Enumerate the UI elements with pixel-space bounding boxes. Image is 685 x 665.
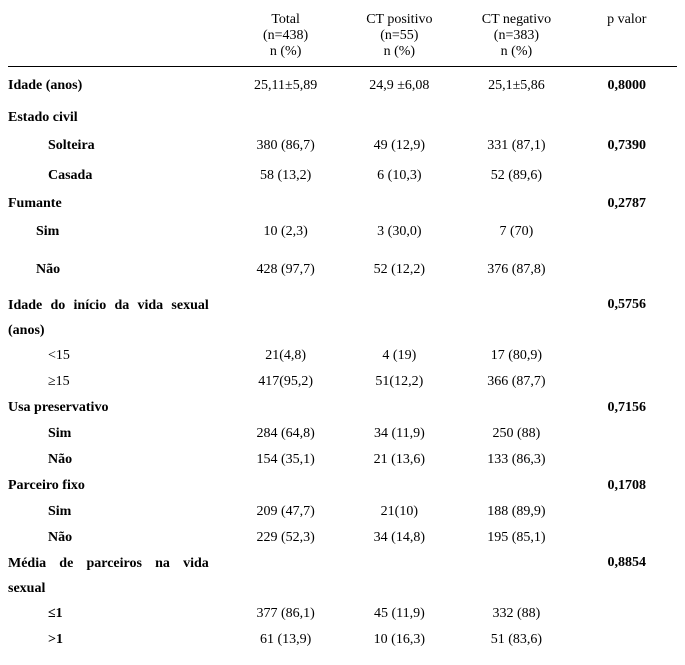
- col-ctpos: CT positivo(n=55): [342, 10, 456, 44]
- preservativo-label: Usa preservativo: [8, 395, 229, 421]
- cell: 25,11±5,89: [229, 67, 343, 97]
- cell: 366 (87,7): [456, 369, 576, 395]
- mediaparceiros-label: Média de parceiros na vida sexual: [8, 551, 229, 601]
- col-total: Total(n=438): [229, 10, 343, 44]
- fumante-nao: Não: [8, 255, 229, 285]
- characteristics-table: Total(n=438) CT positivo(n=55) CT negati…: [8, 10, 677, 653]
- table-row: Parceiro fixo 0,1708: [8, 473, 677, 499]
- cell: 6 (10,3): [342, 161, 456, 191]
- cell: 51 (83,6): [456, 627, 576, 653]
- ctneg-n: (n=383): [494, 28, 539, 43]
- cell: 377 (86,1): [229, 601, 343, 627]
- cell: 17 (80,9): [456, 343, 576, 369]
- inicio-sexual-label: Idade do início da vida sexual (anos): [8, 293, 229, 343]
- table-row: Solteira 380 (86,7) 49 (12,9) 331 (87,1)…: [8, 131, 677, 161]
- cell: 3 (30,0): [342, 217, 456, 247]
- cell: 154 (35,1): [229, 447, 343, 473]
- cell: 34 (14,8): [342, 525, 456, 551]
- table-row: ≤1 377 (86,1) 45 (11,9) 332 (88): [8, 601, 677, 627]
- solteira-label: Solteira: [8, 131, 229, 161]
- ctneg-label: CT negativo: [482, 12, 551, 27]
- cell: 25,1±5,86: [456, 67, 576, 97]
- cell-p: 0,2787: [577, 191, 677, 217]
- estadocivil-label: Estado civil: [8, 105, 229, 131]
- parceirofixo-nao: Não: [8, 525, 229, 551]
- table-row: Sim 284 (64,8) 34 (11,9) 250 (88): [8, 421, 677, 447]
- header-npct: n (%): [456, 44, 576, 67]
- cell-p: 0,8854: [577, 551, 677, 601]
- table-row: <15 21(4,8) 4 (19) 17 (80,9): [8, 343, 677, 369]
- cell-p: 0,7390: [577, 131, 677, 161]
- table-row: Idade (anos) 25,11±5,89 24,9 ±6,08 25,1±…: [8, 67, 677, 97]
- header-npct: n (%): [342, 44, 456, 67]
- cell-p: 0,8000: [577, 67, 677, 97]
- idade-label: Idade (anos): [8, 67, 229, 97]
- cell-p: 0,7156: [577, 395, 677, 421]
- cell: 4 (19): [342, 343, 456, 369]
- cell-p: 0,1708: [577, 473, 677, 499]
- header-npct: n (%): [229, 44, 343, 67]
- cell: 195 (85,1): [456, 525, 576, 551]
- cell: 428 (97,7): [229, 255, 343, 285]
- table-row: >1 61 (13,9) 10 (16,3) 51 (83,6): [8, 627, 677, 653]
- cell: 284 (64,8): [229, 421, 343, 447]
- preservativo-nao: Não: [8, 447, 229, 473]
- cell: 417(95,2): [229, 369, 343, 395]
- cell: 21(10): [342, 499, 456, 525]
- cell: 52 (12,2): [342, 255, 456, 285]
- table-row: Usa preservativo 0,7156: [8, 395, 677, 421]
- le1: ≤1: [8, 601, 229, 627]
- cell: 133 (86,3): [456, 447, 576, 473]
- cell: 229 (52,3): [229, 525, 343, 551]
- cell: 21(4,8): [229, 343, 343, 369]
- table-row: Não 229 (52,3) 34 (14,8) 195 (85,1): [8, 525, 677, 551]
- cell: 61 (13,9): [229, 627, 343, 653]
- cell: 24,9 ±6,08: [342, 67, 456, 97]
- parceirofixo-sim: Sim: [8, 499, 229, 525]
- cell: 49 (12,9): [342, 131, 456, 161]
- cell: 376 (87,8): [456, 255, 576, 285]
- col-ctneg: CT negativo(n=383): [456, 10, 576, 44]
- preservativo-sim: Sim: [8, 421, 229, 447]
- ge15: ≥15: [8, 369, 229, 395]
- lt15: <15: [8, 343, 229, 369]
- cell: 7 (70): [456, 217, 576, 247]
- cell: 58 (13,2): [229, 161, 343, 191]
- parceirofixo-label: Parceiro fixo: [8, 473, 229, 499]
- fumante-label: Fumante: [8, 191, 229, 217]
- cell: 250 (88): [456, 421, 576, 447]
- table-row: Fumante 0,2787: [8, 191, 677, 217]
- cell: 332 (88): [456, 601, 576, 627]
- ctpos-label: CT positivo: [366, 12, 432, 27]
- table-row: ≥15 417(95,2) 51(12,2) 366 (87,7): [8, 369, 677, 395]
- table-row: Estado civil: [8, 105, 677, 131]
- casada-label: Casada: [8, 161, 229, 191]
- cell: 380 (86,7): [229, 131, 343, 161]
- table-row: Sim 10 (2,3) 3 (30,0) 7 (70): [8, 217, 677, 247]
- total-n: (n=438): [263, 28, 308, 43]
- cell: 51(12,2): [342, 369, 456, 395]
- cell: 52 (89,6): [456, 161, 576, 191]
- total-label: Total: [271, 12, 300, 27]
- gt1: >1: [8, 627, 229, 653]
- col-pvalor: p valor: [577, 10, 677, 44]
- cell: 21 (13,6): [342, 447, 456, 473]
- fumante-sim: Sim: [8, 217, 229, 247]
- table-row: Média de parceiros na vida sexual 0,8854: [8, 551, 677, 601]
- cell: 10 (2,3): [229, 217, 343, 247]
- table-row: Idade do início da vida sexual (anos) 0,…: [8, 293, 677, 343]
- cell: 331 (87,1): [456, 131, 576, 161]
- table-row: Não 428 (97,7) 52 (12,2) 376 (87,8): [8, 255, 677, 285]
- table-row: Sim 209 (47,7) 21(10) 188 (89,9): [8, 499, 677, 525]
- cell: 34 (11,9): [342, 421, 456, 447]
- ctpos-n: (n=55): [380, 28, 418, 43]
- cell: 45 (11,9): [342, 601, 456, 627]
- table-row: Não 154 (35,1) 21 (13,6) 133 (86,3): [8, 447, 677, 473]
- cell: 209 (47,7): [229, 499, 343, 525]
- table-row: Casada 58 (13,2) 6 (10,3) 52 (89,6): [8, 161, 677, 191]
- pvalor-label: p valor: [607, 12, 646, 27]
- cell: 188 (89,9): [456, 499, 576, 525]
- cell-p: 0,5756: [577, 293, 677, 343]
- cell: 10 (16,3): [342, 627, 456, 653]
